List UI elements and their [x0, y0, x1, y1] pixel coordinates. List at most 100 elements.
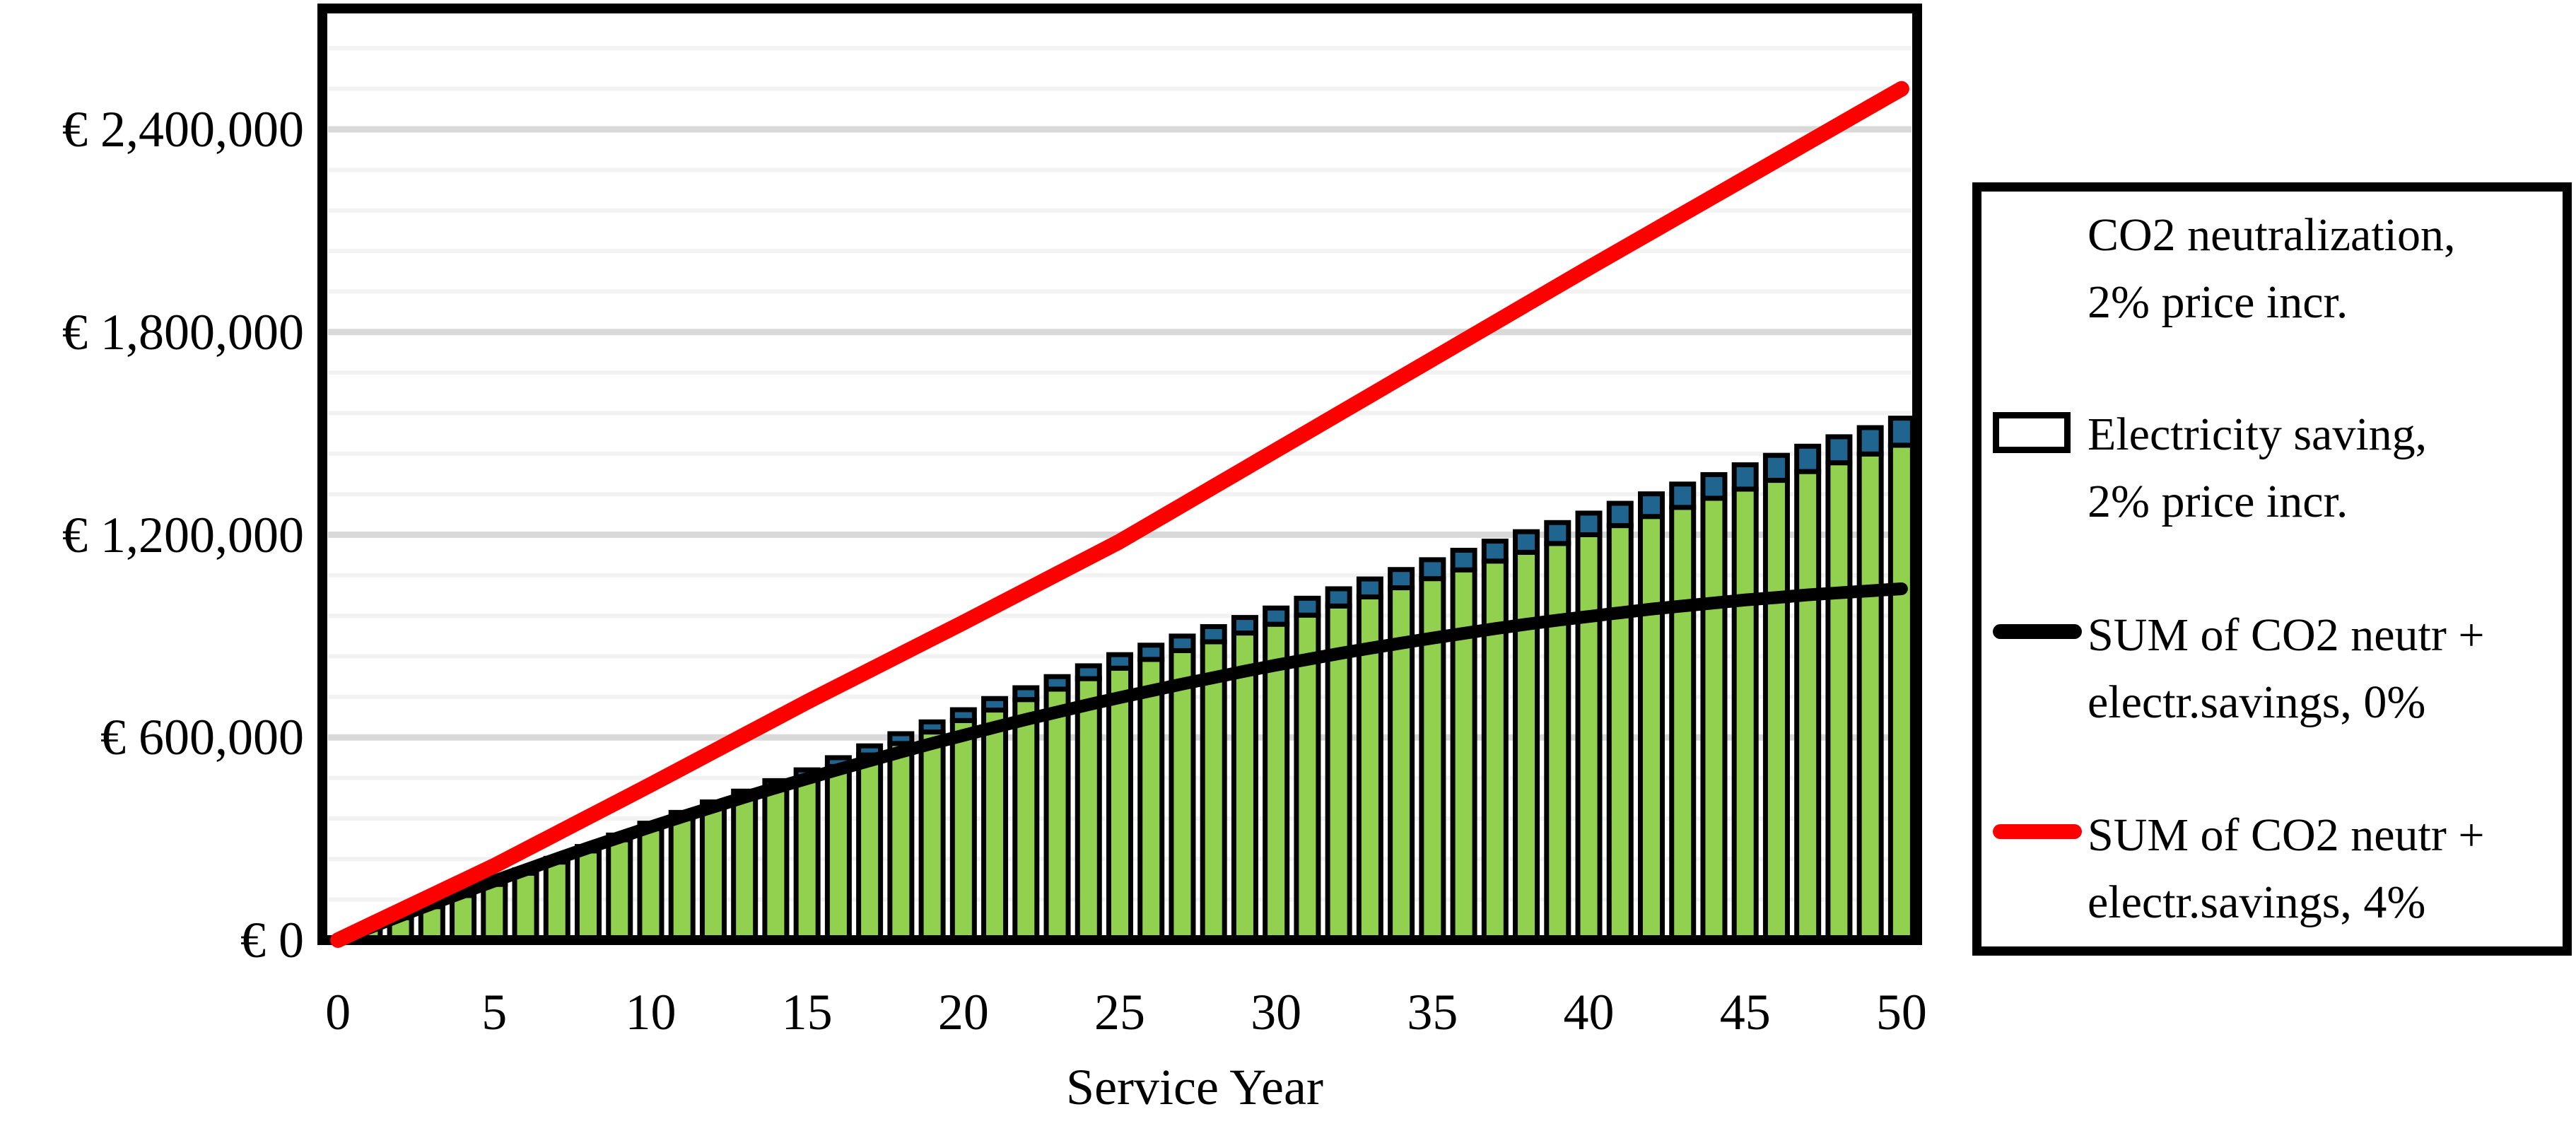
bar-co2-neutralization-year-22: [1012, 685, 1040, 703]
bar-co2-neutralization-year-37: [1481, 539, 1509, 564]
legend-entry-sum-4pct: SUM of CO2 neutr + electr.savings, 4%: [1981, 802, 2563, 936]
legend-swatch-electricity-bar: [1993, 406, 2078, 453]
bar-co2-neutralization-year-28: [1200, 623, 1227, 645]
legend-label-line1: Electricity saving,: [2088, 409, 2428, 460]
bar-electricity-saving-year-19: [918, 729, 946, 943]
bar-co2-neutralization-year-26: [1137, 643, 1165, 662]
legend-swatch-sum-4pct: [1993, 807, 2082, 852]
legend-label-line2: electr.savings, 0%: [2088, 676, 2426, 728]
bar-co2-neutralization-year-19: [918, 719, 946, 735]
bar-electricity-saving-year-27: [1169, 647, 1196, 943]
x-axis-title: Service Year: [1066, 1059, 1323, 1115]
legend-box: CO2 neutralization, 2% price incr. Elect…: [1972, 182, 2572, 956]
bar-electricity-saving-year-18: [887, 741, 915, 943]
bar-electricity-saving-year-36: [1450, 567, 1477, 943]
bar-co2-neutralization-year-34: [1388, 567, 1415, 591]
bar-co2-neutralization-year-21: [981, 696, 1009, 713]
bar-electricity-saving-year-6: [512, 870, 539, 943]
bar-electricity-saving-year-10: [637, 826, 665, 943]
y-tick-label-2400000: € 2,400,000: [62, 101, 304, 158]
bar-co2-neutralization-year-20: [949, 707, 977, 723]
bar-electricity-saving-year-23: [1043, 686, 1071, 943]
bar-co2-neutralization-year-30: [1263, 605, 1290, 627]
bar-electricity-saving-year-37: [1481, 558, 1509, 943]
black-line-swatch-icon: [1993, 624, 2082, 639]
line-sum-co2-electr-4pct: [330, 81, 1909, 948]
bar-co2-neutralization-year-32: [1325, 586, 1352, 609]
bar-electricity-saving-year-48: [1825, 460, 1853, 943]
legend-label: CO2 neutralization, 2% price incr.: [2088, 201, 2563, 336]
bar-electricity-saving-year-41: [1606, 523, 1634, 943]
bar-electricity-saving-year-9: [606, 837, 633, 943]
bar-electricity-saving-year-43: [1669, 505, 1697, 943]
red-line-swatch-icon: [1993, 824, 2082, 839]
bar-electricity-saving-year-49: [1856, 451, 1884, 943]
legend-entry-co2: CO2 neutralization, 2% price incr.: [1981, 201, 2563, 336]
bar-co2-neutralization-year-41: [1606, 500, 1634, 529]
bar-electricity-saving-year-28: [1200, 639, 1227, 943]
bar-co2-neutralization-year-45: [1731, 462, 1759, 492]
plot-frame: [317, 4, 1922, 945]
bar-co2-neutralization-year-33: [1356, 576, 1383, 599]
x-tick-label-35: 35: [1407, 984, 1458, 1040]
legend-label-line2: electr.savings, 4%: [2088, 876, 2426, 928]
y-tick-label-1800000: € 1,800,000: [62, 303, 304, 360]
bar-co2-neutralization-year-27: [1169, 633, 1196, 653]
bar-co2-neutralization-year-47: [1794, 443, 1822, 474]
bar-co2-neutralization-year-18: [887, 731, 915, 746]
legend-entry-electricity: Electricity saving, 2% price incr.: [1981, 401, 2563, 535]
legend-label: SUM of CO2 neutr + electr.savings, 4%: [2088, 802, 2563, 936]
bar-co2-neutralization-year-24: [1075, 663, 1102, 681]
legend-label-line1: SUM of CO2 neutr +: [2088, 609, 2485, 661]
bar-co2-neutralization-year-25: [1106, 652, 1133, 671]
bar-electricity-saving-year-40: [1575, 532, 1603, 943]
bar-electricity-saving-year-26: [1137, 657, 1165, 943]
legend-label-line1: CO2 neutralization,: [2088, 209, 2456, 261]
bar-electricity-saving-year-20: [949, 717, 977, 943]
y-tick-label-0: € 0: [240, 912, 304, 968]
y-tick-label-1200000: € 1,200,000: [62, 506, 304, 563]
bar-electricity-saving-year-29: [1231, 631, 1258, 943]
bar-electricity-saving-year-8: [575, 848, 602, 943]
bar-electricity-saving-year-15: [793, 775, 821, 943]
bar-electricity-saving-year-45: [1731, 486, 1759, 943]
bar-electricity-saving-year-11: [668, 816, 696, 943]
y-tick-label-600000: € 600,000: [100, 709, 304, 766]
bar-electricity-saving-year-42: [1638, 514, 1665, 943]
bar-electricity-saving-year-39: [1544, 541, 1571, 943]
legend-swatch-sum-0pct: [1993, 607, 2082, 652]
bar-electricity-saving-year-46: [1762, 478, 1790, 943]
legend-label: SUM of CO2 neutr + electr.savings, 0%: [2088, 602, 2563, 736]
bar-electricity-saving-year-5: [481, 881, 508, 943]
bar-electricity-saving-year-25: [1106, 665, 1133, 943]
bar-co2-neutralization-year-46: [1762, 452, 1790, 483]
legend-label: Electricity saving, 2% price incr.: [2088, 401, 2563, 535]
bar-electricity-saving-year-17: [856, 752, 884, 943]
bar-co2-neutralization-year-40: [1575, 510, 1603, 537]
legend-label-line2: 2% price incr.: [2088, 476, 2348, 527]
line-sum-co2-electr-0pct: [332, 582, 1908, 946]
bar-co2-neutralization-year-38: [1513, 529, 1540, 555]
bar-co2-neutralization-year-42: [1638, 491, 1665, 520]
bar-electricity-saving-year-50: [1887, 442, 1915, 943]
x-tick-label-25: 25: [1094, 984, 1145, 1040]
x-tick-label-15: 15: [781, 984, 833, 1040]
x-tick-label-45: 45: [1719, 984, 1771, 1040]
bar-electricity-saving-year-4: [450, 893, 477, 943]
legend-swatch-co2-bar: [1993, 207, 2078, 252]
bar-co2-neutralization-year-43: [1669, 481, 1697, 510]
bar-electricity-saving-year-12: [699, 806, 727, 943]
bar-co2-neutralization-year-23: [1043, 674, 1071, 692]
x-tick-label-20: 20: [937, 984, 989, 1040]
bar-co2-neutralization-year-48: [1825, 434, 1853, 466]
bar-electricity-saving-year-38: [1513, 549, 1540, 943]
bar-co2-neutralization-year-35: [1419, 557, 1446, 582]
bar-co2-neutralization-year-39: [1544, 520, 1571, 546]
bar-electricity-saving-year-13: [731, 795, 759, 943]
bar-electricity-saving-year-32: [1325, 603, 1352, 943]
bar-co2-neutralization-year-36: [1450, 547, 1477, 573]
x-tick-label-40: 40: [1563, 984, 1615, 1040]
bar-co2-neutralization-year-49: [1856, 425, 1884, 457]
x-tick-label-5: 5: [481, 984, 508, 1040]
